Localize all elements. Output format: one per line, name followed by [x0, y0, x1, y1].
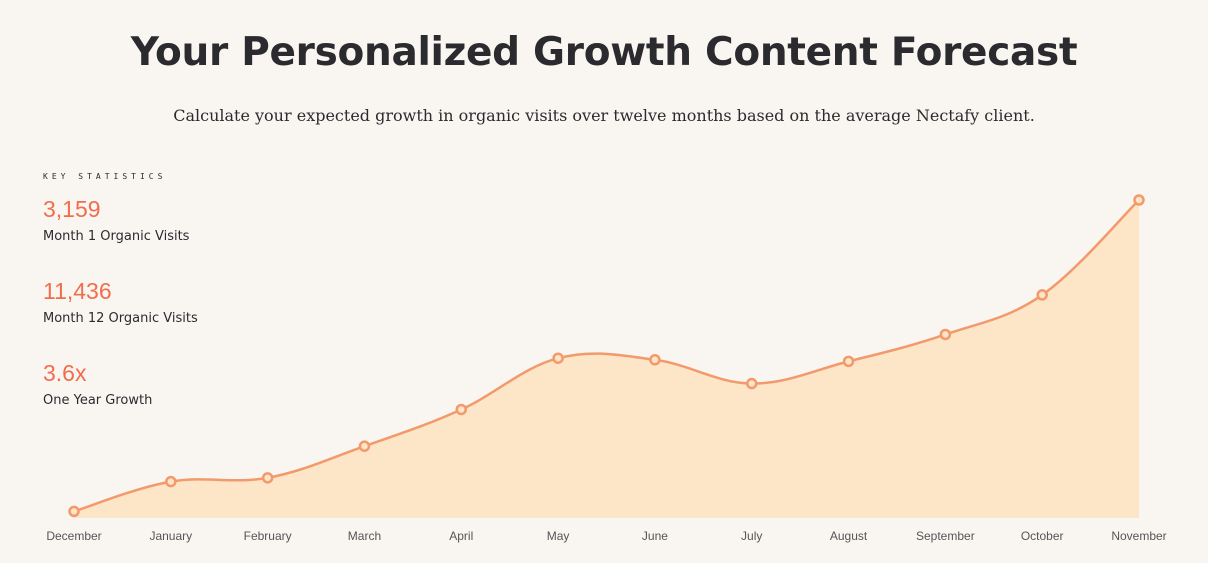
x-tick-label: August [830, 529, 868, 543]
data-point-february [261, 472, 274, 484]
stat-caption: Month 12 Organic Visits [43, 311, 198, 326]
data-point-december [68, 505, 80, 518]
stat-value: 11,436 [43, 278, 112, 304]
x-tick-label: January [149, 529, 192, 543]
stat-value: 3.6x [43, 360, 87, 386]
stat-month-12: 11,436 Month 12 Organic Visits [43, 277, 283, 359]
x-tick-label: October [1021, 529, 1064, 543]
data-point-november [1133, 194, 1145, 206]
x-tick-label: June [642, 529, 668, 543]
area-fill [74, 200, 1139, 518]
stat-caption: Month 1 Organic Visits [43, 229, 190, 244]
x-tick-label: May [547, 529, 570, 543]
key-statistics-panel: KEY STATISTICS 3,159 Month 1 Organic Vis… [43, 172, 283, 441]
x-tick-label: November [1111, 529, 1166, 543]
page-subtitle: Calculate your expected growth in organi… [173, 106, 1035, 125]
data-point-july [745, 377, 758, 390]
x-tick-label: April [449, 529, 473, 543]
stat-month-1: 3,159 Month 1 Organic Visits [43, 195, 283, 277]
data-point-march [358, 440, 371, 452]
x-tick-label: September [916, 529, 975, 543]
data-point-august [842, 355, 855, 368]
data-point-october [1036, 289, 1048, 301]
data-point-september [939, 328, 952, 341]
stat-value: 3,159 [43, 196, 101, 222]
x-tick-label: July [741, 529, 762, 543]
x-axis-ticks: December January February March April May June… [46, 529, 1166, 543]
data-point-june [649, 354, 661, 366]
stat-caption: One Year Growth [43, 393, 153, 408]
data-points [68, 194, 1145, 518]
stat-growth: 3.6x One Year Growth [43, 359, 283, 441]
page-title: Your Personalized Growth Content Forecas… [130, 30, 1078, 75]
data-point-april [455, 403, 468, 416]
x-tick-label: December [46, 529, 101, 543]
key-statistics-label: KEY STATISTICS [43, 172, 167, 181]
x-tick-label: March [348, 529, 381, 543]
data-point-january [165, 475, 177, 488]
data-point-may [552, 352, 564, 364]
x-tick-label: February [244, 529, 292, 543]
